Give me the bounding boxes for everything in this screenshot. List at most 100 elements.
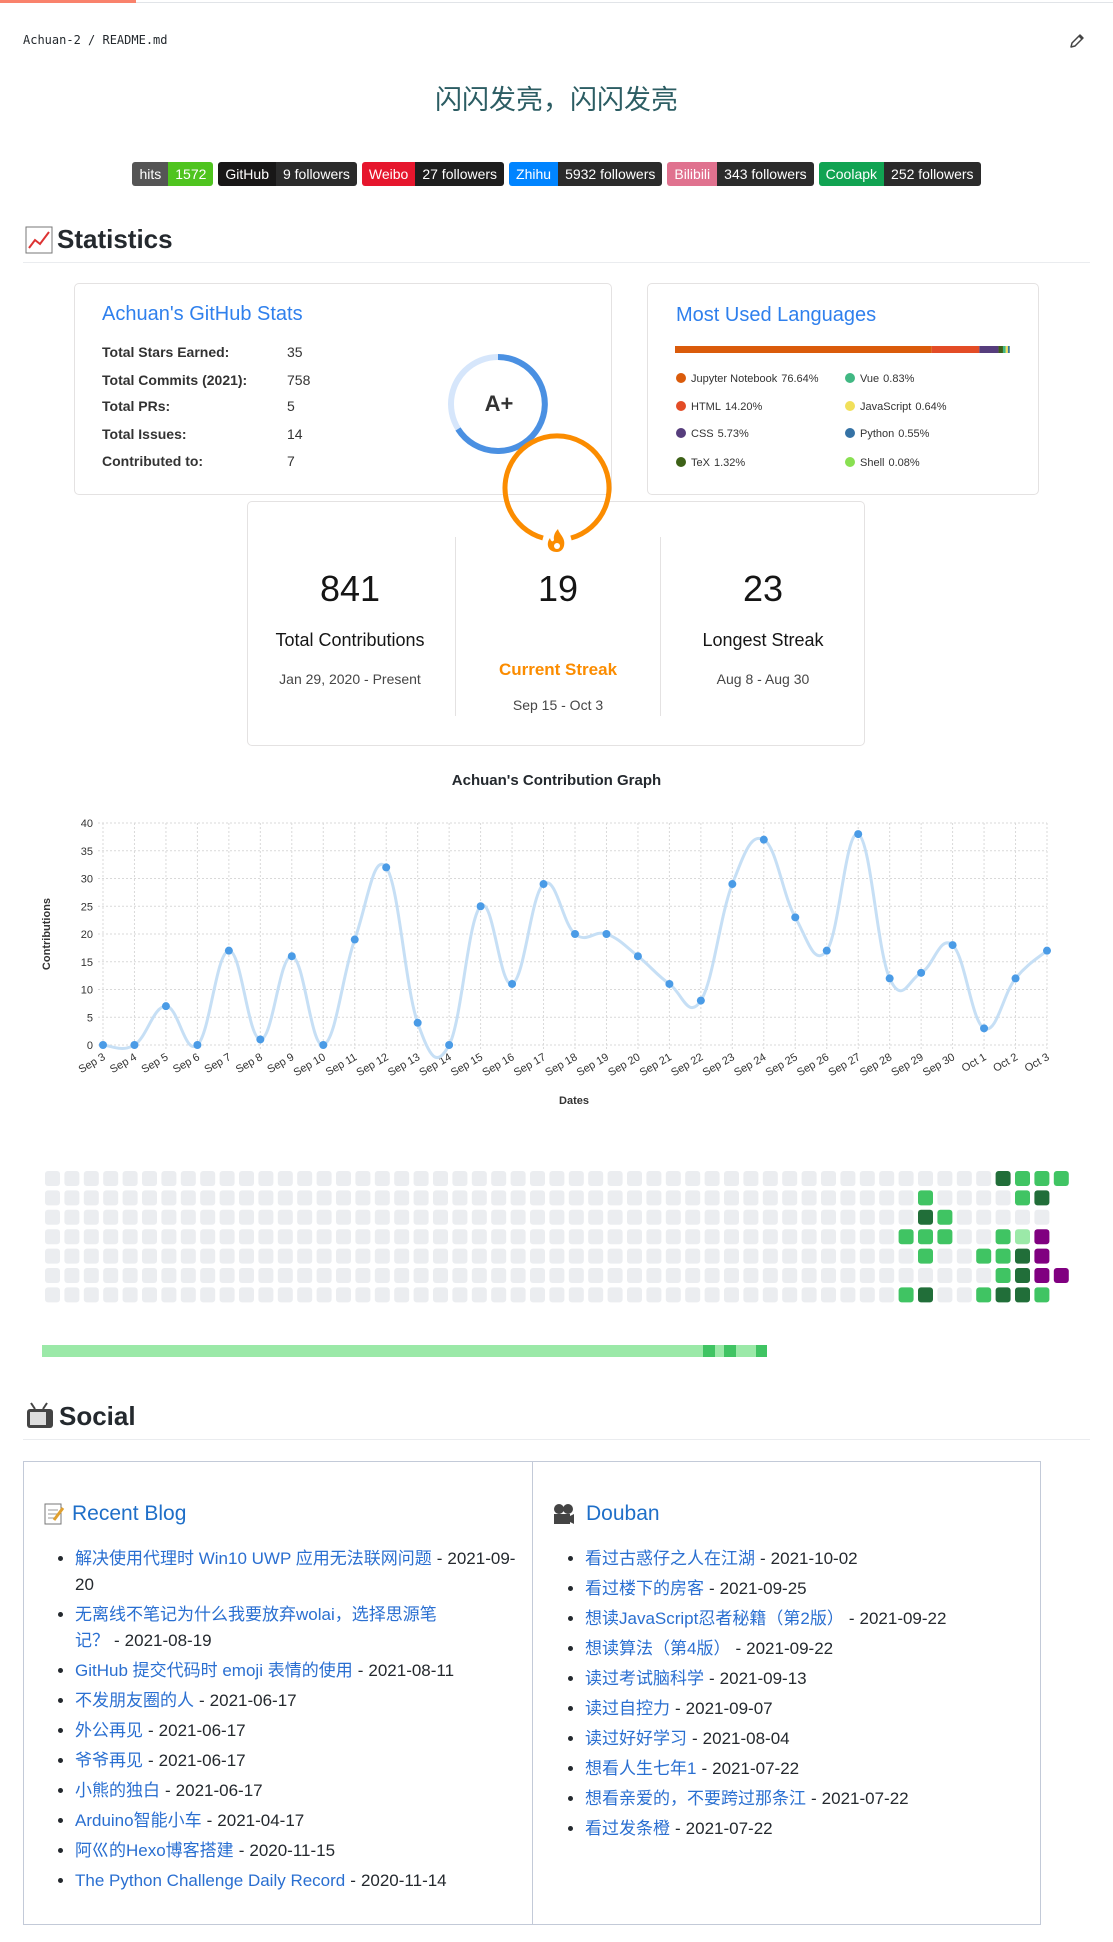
item-link[interactable]: 读过考试脑科学 xyxy=(585,1669,704,1688)
heatmap-cell xyxy=(956,1190,972,1206)
item-link[interactable]: 不发朋友圈的人 xyxy=(75,1691,194,1710)
item-link[interactable]: 想看人生七年1 xyxy=(585,1759,697,1778)
heatmap-cell xyxy=(45,1248,60,1264)
language-legend-item: Vue 0.83% xyxy=(845,373,914,385)
item-date: 2021-10-02 xyxy=(770,1549,858,1568)
heatmap-cell xyxy=(64,1229,80,1245)
item-link[interactable]: 想读算法（第4版） xyxy=(585,1639,731,1658)
longest-range: Aug 8 - Aug 30 xyxy=(716,671,810,687)
heatmap-cell xyxy=(510,1287,526,1303)
item-link[interactable]: Arduino智能小车 xyxy=(75,1811,202,1830)
heatmap-cell xyxy=(743,1268,759,1283)
point xyxy=(99,1041,107,1049)
item-date: 2021-07-22 xyxy=(821,1789,909,1808)
heatmap-cell xyxy=(859,1287,875,1303)
heatmap-cell xyxy=(549,1171,565,1186)
point xyxy=(728,880,737,889)
heatmap-cell xyxy=(976,1229,992,1245)
heatmap-cell xyxy=(879,1268,895,1283)
item-link[interactable]: 阿巛的Hexo博客搭建 xyxy=(75,1841,234,1860)
badge[interactable]: hits 1572 xyxy=(132,162,214,186)
language-percent: 14.20% xyxy=(724,401,763,413)
heatmap-cell xyxy=(45,1209,60,1225)
heatmap-cell xyxy=(937,1248,953,1264)
list-heading: Douban xyxy=(586,1502,660,1525)
heatmap-cell xyxy=(607,1248,623,1264)
separator: - xyxy=(114,1631,120,1650)
heatmap-cell xyxy=(956,1287,972,1303)
x-tick-label: Sep 29 xyxy=(889,1051,925,1079)
heatmap-cell xyxy=(859,1268,875,1283)
heatmap-cell xyxy=(258,1268,274,1283)
point xyxy=(539,880,548,889)
heatmap-cell xyxy=(627,1268,642,1283)
edit-button[interactable] xyxy=(1068,32,1086,50)
badge[interactable]: Bilibili 343 followers xyxy=(667,162,814,186)
item-link[interactable]: 想读JavaScript忍者秘籍（第2版） xyxy=(585,1609,844,1628)
heatmap-cell xyxy=(258,1248,274,1264)
legend-dot xyxy=(845,457,855,467)
heatmap-cell xyxy=(45,1171,60,1186)
heatmap-cell xyxy=(568,1190,584,1206)
badge[interactable]: Coolapk 252 followers xyxy=(818,162,981,186)
heatmap-cell xyxy=(549,1229,565,1245)
list-item: 外公再见-2021-06-17 xyxy=(75,1718,525,1744)
item-link[interactable]: The Python Challenge Daily Record xyxy=(75,1871,346,1890)
heatmap-cell xyxy=(83,1209,99,1225)
x-tick-label: Sep 26 xyxy=(795,1051,831,1079)
heatmap-cell xyxy=(239,1268,254,1283)
badge[interactable]: GitHub 9 followers xyxy=(218,162,357,186)
item-link[interactable]: 看过古惑仔之人在江湖 xyxy=(585,1549,755,1568)
heatmap-cell xyxy=(142,1268,157,1283)
x-tick-label: Sep 7 xyxy=(202,1051,233,1076)
badge-label: Zhihu xyxy=(509,162,559,186)
heatmap-cell xyxy=(200,1229,216,1245)
heatmap-cell xyxy=(879,1171,895,1186)
heatmap-cell xyxy=(83,1171,99,1186)
item-link[interactable]: 小熊的独白 xyxy=(75,1781,160,1800)
heatmap-cell xyxy=(801,1248,817,1264)
item-link[interactable]: 读过自控力 xyxy=(585,1699,670,1718)
badge-message: 5932 followers xyxy=(558,162,663,186)
item-link[interactable]: 读过好好学习 xyxy=(585,1729,687,1748)
heatmap-cell xyxy=(239,1229,254,1245)
heatmap-cell xyxy=(64,1209,80,1225)
heatmap-cell xyxy=(258,1190,274,1206)
item-link[interactable]: 外公再见 xyxy=(75,1721,143,1740)
item-link[interactable]: 想看亲爱的，不要跨过那条江 xyxy=(585,1789,806,1808)
heatmap-cell xyxy=(510,1248,526,1264)
heatmap-cell xyxy=(103,1268,119,1283)
breadcrumb: Achuan-2 / README.md xyxy=(23,33,168,47)
badge[interactable]: Zhihu 5932 followers xyxy=(509,162,663,186)
heatmap-cell xyxy=(762,1209,778,1225)
badge[interactable]: Weibo 27 followers xyxy=(361,162,505,186)
point xyxy=(885,974,894,983)
heatmap-cell xyxy=(568,1248,584,1264)
heatmap-cell xyxy=(297,1229,313,1245)
item-link[interactable]: 解决使用代理时 Win10 UWP 应用无法联网问题 xyxy=(75,1549,432,1568)
heatmap-cell xyxy=(394,1268,410,1283)
item-link[interactable]: 无离线不笔记为什么我要放弃wolai，选择思源笔记？ xyxy=(75,1605,437,1650)
separator: - xyxy=(701,1759,708,1778)
item-link[interactable]: 看过楼下的房客 xyxy=(585,1579,704,1598)
item-link[interactable]: 爷爷再见 xyxy=(75,1751,143,1770)
heatmap-cell xyxy=(355,1268,371,1283)
heatmap-cell xyxy=(918,1209,933,1225)
list-item: 看过楼下的房客-2021-09-25 xyxy=(585,1576,1045,1602)
heatmap-cell xyxy=(374,1287,390,1303)
heatmap-cell xyxy=(821,1229,836,1245)
heatmap-cell xyxy=(103,1171,119,1186)
heatmap-cell xyxy=(724,1229,739,1245)
chart-title: Achuan's Contribution Graph xyxy=(451,772,662,789)
heatmap-cell xyxy=(821,1171,836,1186)
item-link[interactable]: GitHub 提交代码时 emoji 表情的使用 xyxy=(75,1661,353,1680)
heatmap-cell xyxy=(879,1229,895,1245)
heatmap-cell xyxy=(452,1287,468,1303)
heatmap-cell xyxy=(588,1171,604,1186)
heatmap-cell xyxy=(355,1171,371,1186)
heatmap-cell xyxy=(297,1190,313,1206)
list-item: 想读算法（第4版）-2021-09-22 xyxy=(585,1636,1045,1662)
item-date: 2020-11-14 xyxy=(360,1871,447,1890)
x-axis-label: Dates xyxy=(559,1095,589,1107)
item-link[interactable]: 看过发条橙 xyxy=(585,1819,670,1838)
